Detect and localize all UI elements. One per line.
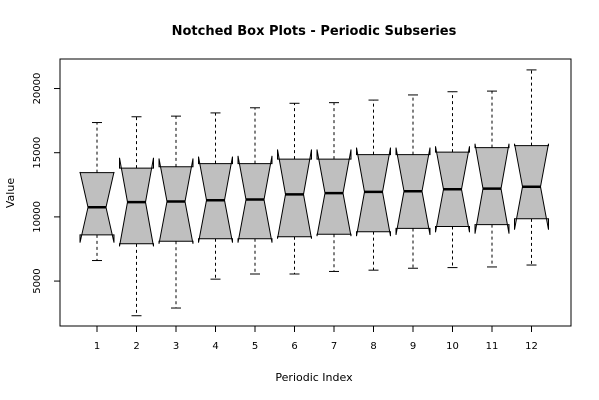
box-10 bbox=[435, 91, 470, 269]
box-6 bbox=[277, 102, 312, 275]
y-tick-label-15000: 15000 bbox=[32, 137, 43, 169]
x-tick-label-5: 5 bbox=[252, 341, 258, 352]
x-tick-label-8: 8 bbox=[370, 341, 376, 352]
y-axis: 5000 10000 15000 20000 bbox=[32, 73, 60, 294]
x-tick-label-9: 9 bbox=[410, 341, 416, 352]
y-tick-label-20000: 20000 bbox=[32, 73, 43, 105]
x-tick-label-11: 11 bbox=[486, 341, 499, 352]
box-11 bbox=[474, 90, 510, 268]
plot-frame bbox=[59, 58, 572, 327]
y-axis-label: Value bbox=[4, 178, 17, 208]
box-12 bbox=[514, 69, 549, 266]
box-7 bbox=[316, 102, 352, 272]
box-4 bbox=[198, 112, 233, 280]
x-tick-label-12: 12 bbox=[525, 341, 538, 352]
box-1 bbox=[79, 122, 115, 262]
y-tick-label-5000: 5000 bbox=[32, 268, 43, 293]
box-3 bbox=[158, 115, 194, 309]
x-tick-label-10: 10 bbox=[446, 341, 459, 352]
x-tick-label-1: 1 bbox=[94, 341, 100, 352]
x-tick-label-7: 7 bbox=[331, 341, 337, 352]
box-2 bbox=[119, 116, 154, 317]
x-tick-label-2: 2 bbox=[133, 341, 139, 352]
x-tick-label-4: 4 bbox=[212, 341, 218, 352]
x-tick-label-3: 3 bbox=[173, 341, 179, 352]
x-axis-label: Periodic Index bbox=[275, 371, 353, 384]
x-axis: 1 2 3 4 5 6 7 8 9 10 11 12 bbox=[94, 326, 538, 352]
boxes-group bbox=[79, 69, 549, 317]
y-tick-label-10000: 10000 bbox=[32, 201, 43, 233]
box-9 bbox=[395, 94, 431, 269]
box-8 bbox=[356, 99, 391, 271]
chart-title: Notched Box Plots - Periodic Subseries bbox=[172, 24, 457, 39]
box-5 bbox=[237, 107, 273, 275]
x-tick-label-6: 6 bbox=[291, 341, 297, 352]
